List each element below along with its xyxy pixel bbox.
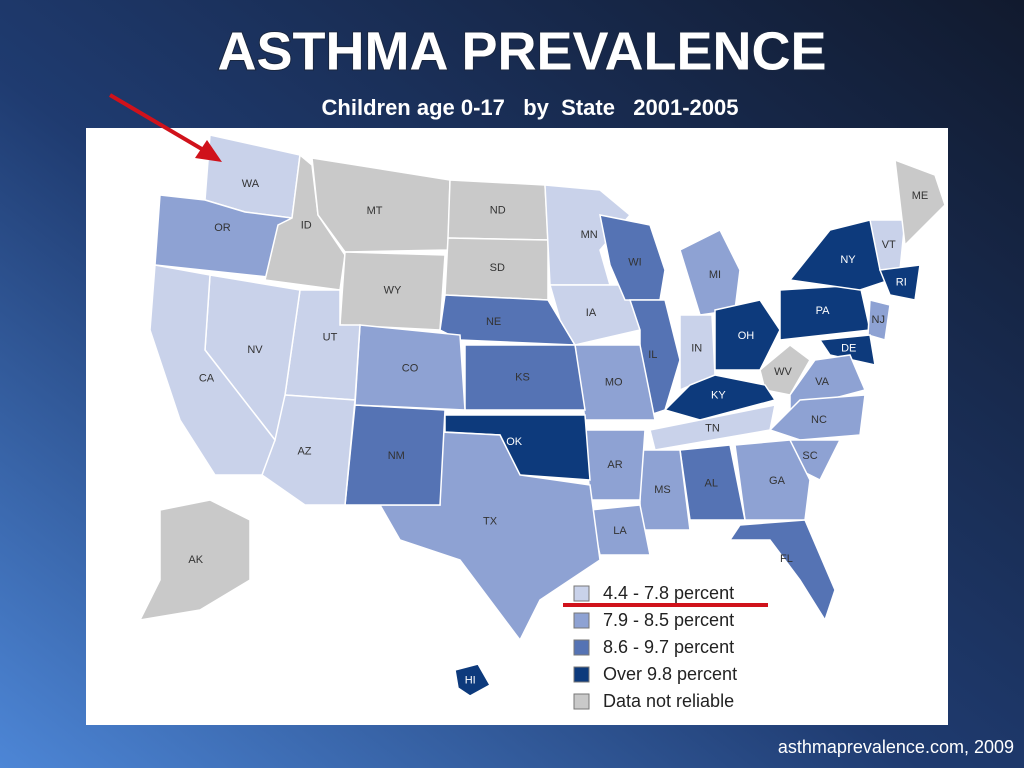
state-label: MO (605, 376, 623, 388)
state (149, 264, 276, 476)
state-label: NV (247, 344, 263, 356)
state-label: IA (586, 307, 597, 319)
state-label: OR (214, 222, 231, 234)
arrow-head (195, 140, 222, 162)
state-label: WV (774, 366, 792, 378)
state-label: PA (816, 305, 831, 317)
state-label: VA (815, 376, 830, 388)
state-label: GA (769, 475, 786, 487)
state-label: KY (711, 390, 726, 402)
state (867, 299, 891, 341)
state (789, 354, 867, 411)
legend: 4.4 - 7.8 percent 7.9 - 8.5 percent 8.6 - … (573, 583, 737, 711)
state-label: SC (802, 450, 817, 462)
state-label: HI (465, 675, 476, 687)
state-label: MS (654, 484, 671, 496)
state-label: AZ (297, 446, 311, 458)
state-label: AK (188, 554, 203, 566)
state (439, 294, 577, 346)
state (464, 344, 586, 411)
state-label: MN (581, 229, 598, 241)
state (728, 519, 836, 622)
state-label: IN (691, 343, 702, 355)
state-label: KS (515, 371, 530, 383)
state-label: AR (607, 459, 622, 471)
state-label: NC (811, 414, 827, 426)
state (454, 663, 492, 697)
state-label: NE (486, 316, 501, 328)
state-label: ME (912, 190, 929, 202)
state (679, 444, 746, 521)
state-label: WA (242, 178, 260, 190)
state-label: CO (402, 363, 419, 375)
state (878, 264, 921, 301)
state-label: VT (882, 239, 896, 251)
state (714, 299, 781, 371)
state-label: ID (301, 219, 312, 231)
state-label: TN (705, 423, 720, 435)
arrow-shaft (108, 93, 214, 157)
state (311, 157, 451, 253)
legend-label: Over 9.8 percent (603, 664, 737, 684)
state (628, 299, 681, 416)
legend-swatch (573, 693, 590, 710)
title: ASTHMA PREVALENCE (217, 21, 826, 81)
state (894, 158, 946, 247)
state-label: NY (840, 254, 856, 266)
subtitle: Children age 0-17 by State 2001-2005 (322, 95, 739, 120)
state-label: WI (628, 256, 641, 268)
legend-swatch (573, 612, 590, 629)
legend-label: 4.4 - 7.8 percent (603, 583, 734, 603)
state-label: WY (384, 284, 402, 296)
state-label: LA (613, 525, 627, 537)
legend-swatch (573, 639, 590, 656)
state (639, 449, 691, 531)
state-label: MT (367, 205, 383, 217)
state (679, 228, 741, 316)
state (549, 284, 641, 346)
state-label: NJ (872, 314, 885, 326)
state-label: NM (388, 450, 405, 462)
state-label: OH (738, 330, 755, 342)
source: asthmaprevalence.com, 2009 (778, 737, 1014, 757)
state-label: DE (841, 343, 856, 355)
legend-swatch (573, 585, 590, 602)
state-label: TX (483, 515, 498, 527)
state (734, 439, 811, 521)
legend-label: 8.6 - 9.7 percent (603, 637, 734, 657)
legend-label: 7.9 - 8.5 percent (603, 610, 734, 630)
state-label: MI (709, 269, 721, 281)
state-label: UT (323, 331, 338, 343)
legend-label: Data not reliable (603, 691, 734, 711)
state-label: FL (780, 553, 793, 565)
state-label: SD (490, 262, 505, 274)
state-label: RI (896, 276, 907, 288)
state (138, 499, 251, 621)
legend-swatch (573, 666, 590, 683)
state-label: IL (648, 349, 657, 361)
state (768, 394, 866, 441)
state-label: AL (705, 478, 718, 490)
state-label: OK (506, 436, 523, 448)
state-label: ND (490, 205, 506, 217)
map: WA OR ID MT ND SD WY NE MN IA WI MI IL IN OH PA NY VT ME RI… (138, 134, 946, 697)
state (818, 334, 876, 366)
state-label: CA (199, 373, 215, 385)
